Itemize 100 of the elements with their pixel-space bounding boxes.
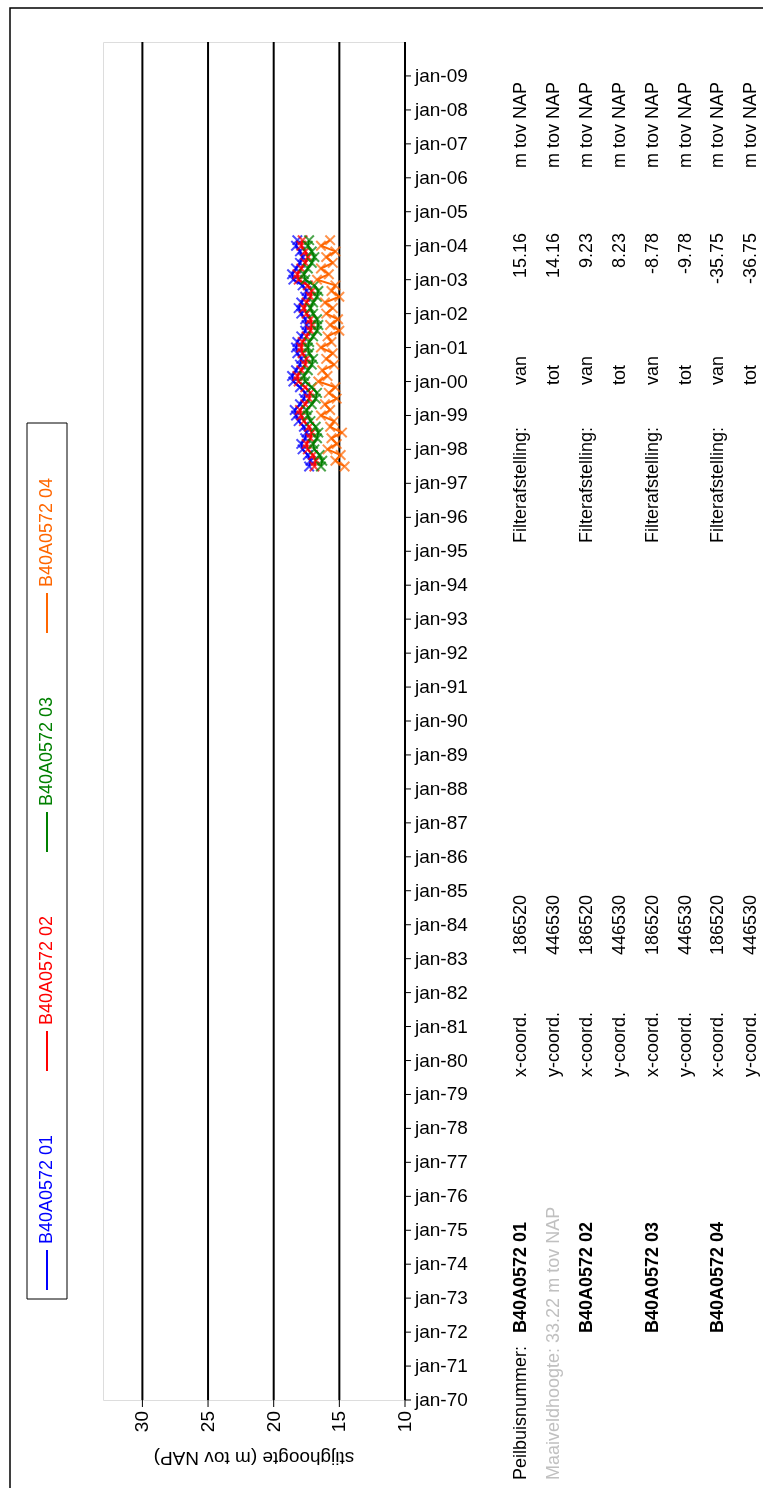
y-tick-label: jan-00 — [414, 370, 468, 392]
y-tick-label: jan-05 — [414, 200, 468, 222]
text: y-coord. — [608, 1012, 629, 1078]
text: 9.23 — [575, 233, 596, 269]
y-tick-label: jan-90 — [414, 710, 468, 731]
y-tick-label: jan-71 — [414, 1355, 468, 1377]
text: B40A0572 04 — [36, 477, 56, 587]
x-tick-label: 10 — [394, 1411, 415, 1433]
text: van — [510, 355, 530, 385]
text: 15.16 — [510, 233, 530, 279]
x-tick-label: 25 — [197, 1411, 219, 1433]
text: B40A0572 01 — [510, 1222, 530, 1334]
text: -35.75 — [707, 233, 728, 285]
text: m tov NAP — [575, 81, 596, 168]
text: Filterafstelling: — [707, 427, 728, 544]
text: m tov NAP — [641, 81, 662, 168]
y-tick-label: jan-85 — [414, 879, 468, 901]
text: Filterafstelling: — [510, 427, 530, 544]
y-tick-label: jan-77 — [414, 1151, 468, 1173]
text: m tov NAP — [510, 81, 530, 168]
x-tick-label: 30 — [131, 1411, 153, 1433]
text: 8.23 — [608, 233, 629, 269]
text: 446530 — [542, 894, 563, 955]
y-tick-label: jan-74 — [414, 1253, 469, 1275]
y-tick-label: jan-80 — [414, 1049, 468, 1071]
y-tick-label: jan-08 — [414, 98, 468, 120]
text: Filterafstelling: — [641, 427, 662, 544]
y-tick-label: jan-96 — [414, 506, 468, 528]
y-tick-label: jan-87 — [414, 811, 468, 833]
y-tick-label: jan-97 — [414, 472, 468, 494]
text: 186520 — [510, 894, 530, 955]
text: tot — [674, 364, 695, 385]
text: van — [641, 355, 662, 385]
text: y-coord. — [740, 1012, 761, 1078]
y-tick-label: jan-83 — [414, 947, 468, 969]
y-tick-label: jan-73 — [414, 1287, 468, 1309]
y-tick-label: jan-99 — [414, 404, 468, 426]
text: x-coord. — [641, 1012, 662, 1078]
text: B40A0572 02 — [36, 915, 56, 1025]
text: tot — [542, 364, 563, 385]
text: 446530 — [608, 894, 629, 955]
y-tick-label: jan-04 — [414, 234, 469, 256]
y-tick-label: jan-81 — [414, 1015, 468, 1037]
text: -36.75 — [740, 233, 761, 285]
text: 186520 — [575, 894, 596, 955]
y-tick-label: jan-75 — [414, 1219, 468, 1241]
text: y-coord. — [674, 1012, 695, 1078]
y-tick-label: jan-86 — [414, 845, 468, 867]
y-tick-label: jan-91 — [414, 676, 468, 698]
y-tick-label: jan-98 — [414, 438, 468, 460]
y-tick-label: jan-93 — [414, 608, 468, 630]
text: Filterafstelling: — [575, 427, 596, 544]
text: x-coord. — [575, 1012, 596, 1078]
text: tot — [608, 364, 629, 385]
y-tick-label: jan-72 — [414, 1321, 468, 1343]
text: m tov NAP — [674, 81, 695, 168]
x-axis-title: stijghoogte (m tov NAP) — [153, 1448, 355, 1469]
y-tick-label: jan-88 — [414, 777, 468, 799]
text: -8.78 — [641, 233, 662, 275]
text: m tov NAP — [608, 81, 629, 168]
text: B40A0572 02 — [575, 1222, 596, 1334]
text: 446530 — [674, 894, 695, 955]
y-tick-label: jan-76 — [414, 1185, 468, 1207]
y-tick-label: jan-84 — [414, 913, 469, 935]
y-tick-label: jan-89 — [414, 743, 468, 765]
text: 186520 — [707, 894, 728, 955]
text: B40A0572 01 — [36, 1134, 56, 1244]
y-tick-label: jan-78 — [414, 1117, 468, 1139]
text: -9.78 — [674, 233, 695, 275]
y-tick-label: jan-01 — [414, 336, 468, 358]
text: x-coord. — [510, 1012, 530, 1078]
text: B40A0572 03 — [641, 1222, 662, 1334]
text: Peilbuisnummer: — [510, 1345, 530, 1480]
text: B40A0572 04 — [707, 1222, 728, 1334]
y-tick-label: jan-07 — [414, 132, 468, 154]
y-tick-label: jan-70 — [414, 1389, 468, 1410]
text: x-coord. — [707, 1012, 728, 1078]
y-tick-label: jan-09 — [414, 64, 468, 86]
y-tick-label: jan-06 — [414, 166, 468, 188]
text: y-coord. — [542, 1012, 563, 1078]
text: tot — [740, 364, 761, 385]
y-tick-label: jan-95 — [414, 540, 468, 562]
text: van — [575, 355, 596, 385]
y-tick-label: jan-79 — [414, 1083, 468, 1105]
y-tick-label: jan-02 — [414, 302, 468, 324]
text: 14.16 — [542, 233, 563, 279]
y-tick-label: jan-82 — [414, 981, 468, 1003]
text: B40A0572 03 — [36, 696, 56, 806]
text: van — [707, 355, 728, 385]
y-tick-label: jan-03 — [414, 268, 468, 290]
y-tick-label: jan-94 — [414, 574, 469, 596]
x-tick-label: 20 — [262, 1411, 284, 1433]
text: m tov NAP — [707, 81, 728, 168]
text: 446530 — [740, 894, 761, 955]
y-tick-label: jan-92 — [414, 642, 468, 664]
text: 186520 — [641, 894, 662, 955]
text: Maaiveldhoogte: 33.22 m tov NAP — [542, 1206, 563, 1480]
x-tick-label: 15 — [328, 1411, 350, 1433]
text: m tov NAP — [542, 81, 563, 168]
text: m tov NAP — [740, 81, 761, 168]
